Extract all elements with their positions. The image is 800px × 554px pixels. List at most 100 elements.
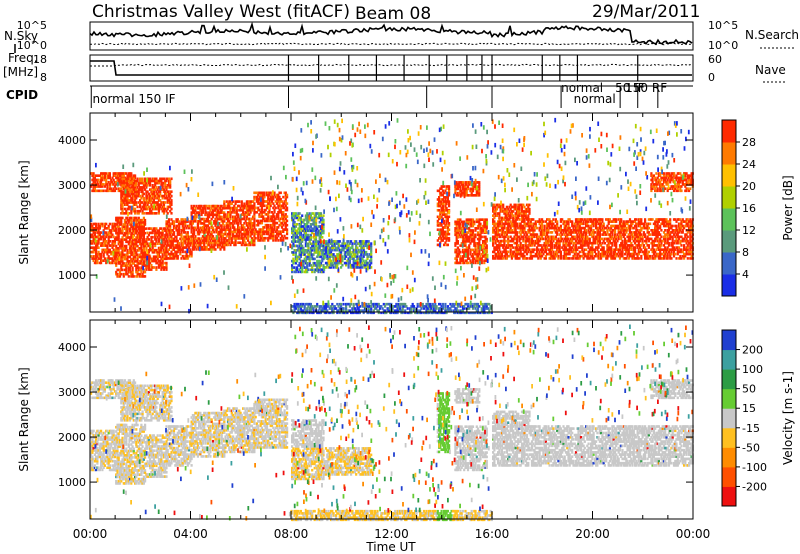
beam-label: Beam 08 <box>355 4 431 24</box>
power-cell-2992 <box>306 262 308 265</box>
power-cell-4176 <box>505 240 507 243</box>
power-cell-4534 <box>544 225 546 228</box>
power-cell-407 <box>128 275 130 278</box>
power-cell-1664 <box>241 200 243 203</box>
power-cell-114 <box>101 223 103 226</box>
power-cell-1004 <box>178 242 180 245</box>
nsearch-label: N.Search <box>745 28 799 42</box>
power-cell-3349 <box>341 255 343 258</box>
power-cell-2484 <box>134 208 136 211</box>
power-cell-3519 <box>368 240 370 243</box>
power-cell-1110 <box>191 251 193 254</box>
power-cell-2211 <box>103 190 105 193</box>
power-cell-1628 <box>237 213 239 216</box>
power-cell-2037 <box>275 207 277 210</box>
power-cell-4470 <box>536 227 538 230</box>
power-cell-2449 <box>129 182 131 185</box>
cpid-label: CPID <box>6 88 38 102</box>
power-cell-2495 <box>135 201 137 204</box>
power-cell-2559 <box>143 197 145 200</box>
power-cell-3832 <box>467 262 469 265</box>
power-cell-675 <box>144 219 146 222</box>
power-cell-964 <box>173 220 175 223</box>
power-cell-76 <box>98 246 100 249</box>
noise-right-tick-bottom: 10^0 <box>708 39 738 52</box>
power-cell-743 <box>152 236 154 239</box>
power-cell-4034 <box>486 244 488 247</box>
power-cell-1349 <box>212 227 214 230</box>
power-cell-340 <box>121 217 123 220</box>
power-cell-2835 <box>294 221 296 224</box>
power-cell-2152 <box>286 194 288 197</box>
power-cell-3620 <box>443 220 445 223</box>
power-cell-3685 <box>448 222 450 225</box>
power-cell-746 <box>153 266 155 269</box>
power-cell-3696 <box>448 185 450 188</box>
power-cell-3755 <box>459 251 461 254</box>
power-cell-1921 <box>263 192 265 195</box>
figure-title: Christmas Valley West (fitACF) <box>92 2 350 22</box>
power-cell-2572 <box>144 178 146 181</box>
power-cell-2554 <box>143 212 145 215</box>
power-cell-671 <box>144 232 146 235</box>
freq-right-tick-top: 60 <box>708 53 722 66</box>
power-cell-3213 <box>322 271 324 274</box>
power-cell-4787 <box>571 220 573 223</box>
power-cell-3973 <box>479 223 481 226</box>
power-cell-3681 <box>448 237 450 240</box>
power-cell-3732 <box>457 240 459 243</box>
power-cell-4651 <box>556 220 558 223</box>
power-cell-4653 <box>557 255 559 258</box>
power-cell-2116 <box>282 196 284 199</box>
power-cell-1086 <box>187 231 189 234</box>
power-cell-2787 <box>170 190 172 193</box>
power-cell-1794 <box>253 222 255 225</box>
power-cell-2241 <box>109 172 111 175</box>
power-cell-2781 <box>170 212 172 215</box>
power-cell-1168 <box>194 235 196 238</box>
noise-strip <box>90 22 693 50</box>
power-cell-868 <box>165 262 167 265</box>
power-cell-4286 <box>516 231 518 234</box>
freq-strip <box>90 55 693 81</box>
date-label: 29/Mar/2011 <box>592 2 700 22</box>
power-cell-3346 <box>341 264 343 267</box>
power-cell-1488 <box>223 200 225 203</box>
power-cell-4914 <box>585 248 587 251</box>
power-cell-768 <box>155 266 157 269</box>
power-cell-147 <box>105 223 107 226</box>
power-cell-2091 <box>280 192 282 195</box>
noise-search-line <box>90 43 692 44</box>
power-cell-1922 <box>265 237 267 240</box>
power-cell-4041 <box>486 218 488 221</box>
power-cell-3230 <box>322 219 324 222</box>
power-cell-3093 <box>314 258 316 261</box>
power-cell-2785 <box>170 199 172 202</box>
power-cell-1642 <box>238 200 240 203</box>
power-cell-4921 <box>585 229 587 232</box>
power-cell-1917 <box>263 205 265 208</box>
power-cell-2506 <box>137 206 139 209</box>
power-cell-4605 <box>551 231 553 234</box>
power-cell-2261 <box>115 187 117 190</box>
power-cell-3204 <box>321 236 323 239</box>
power-cell-689 <box>145 227 147 230</box>
power-cell-3683 <box>448 228 450 231</box>
power-cell-3010 <box>307 268 309 271</box>
freq-right-tick-bottom: 0 <box>708 71 715 84</box>
power-cell-105 <box>100 231 102 234</box>
power-cell-2903 <box>299 212 301 215</box>
power-cell-466 <box>132 266 134 269</box>
power-cell-2940 <box>301 214 303 217</box>
power-cell-2661 <box>155 212 157 215</box>
power-cell-2051 <box>277 239 279 242</box>
power-cell-1368 <box>214 248 216 251</box>
power-cell-4756 <box>569 257 571 260</box>
power-cell-3194 <box>320 212 322 215</box>
power-cell-1819 <box>255 207 257 210</box>
power-cell-4193 <box>507 251 509 254</box>
power-cell-4619 <box>552 218 554 221</box>
power-cell-1318 <box>208 205 210 208</box>
